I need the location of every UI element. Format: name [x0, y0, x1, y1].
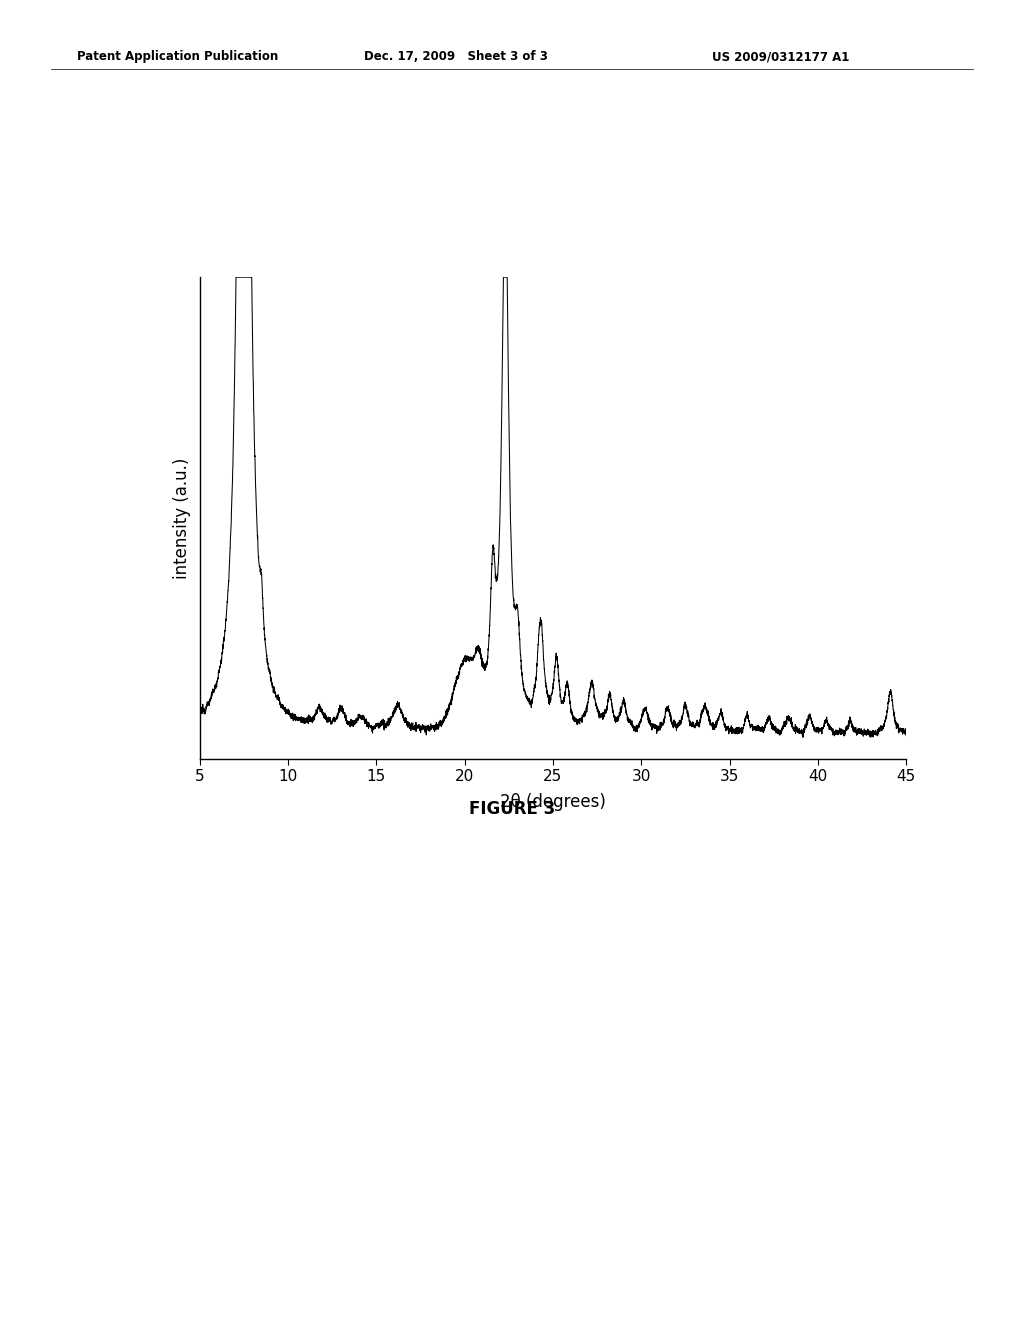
Text: FIGURE 3: FIGURE 3 — [469, 800, 555, 818]
Y-axis label: intensity (a.u.): intensity (a.u.) — [173, 458, 191, 578]
Text: US 2009/0312177 A1: US 2009/0312177 A1 — [712, 50, 849, 63]
X-axis label: 2θ (degrees): 2θ (degrees) — [500, 793, 606, 810]
Text: Patent Application Publication: Patent Application Publication — [77, 50, 279, 63]
Text: Dec. 17, 2009   Sheet 3 of 3: Dec. 17, 2009 Sheet 3 of 3 — [364, 50, 548, 63]
